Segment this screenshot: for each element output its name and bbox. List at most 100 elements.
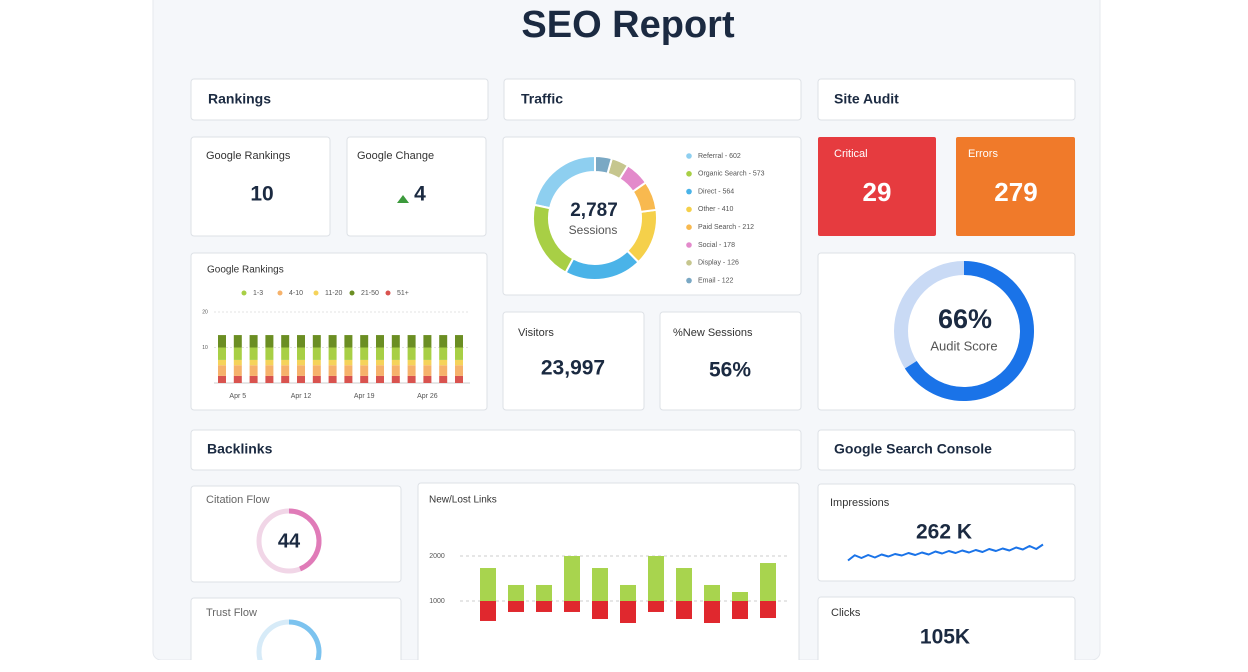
audit-score: 66% bbox=[938, 304, 992, 334]
x-tick-label: Apr 12 bbox=[291, 393, 312, 400]
kpi-label: Visitors bbox=[518, 327, 554, 339]
bar-segment bbox=[297, 347, 305, 360]
bar-segment bbox=[360, 347, 369, 360]
kpi-value: 44 bbox=[278, 530, 301, 552]
new-links-bar bbox=[704, 584, 720, 601]
card bbox=[190, 136, 331, 237]
legend-swatch bbox=[686, 153, 692, 159]
bar-segment bbox=[218, 359, 226, 366]
card bbox=[190, 485, 402, 583]
bar-segment bbox=[391, 347, 400, 360]
bar-segment bbox=[328, 375, 337, 383]
bar-segment bbox=[376, 365, 384, 376]
section-header: Google Search Console bbox=[834, 441, 992, 457]
legend-label: Other - 410 bbox=[698, 206, 734, 213]
bar-segment bbox=[312, 347, 321, 360]
bar-segment bbox=[423, 335, 432, 348]
card bbox=[503, 78, 802, 121]
card bbox=[190, 429, 802, 471]
legend-swatch bbox=[686, 206, 692, 213]
bar-segment bbox=[376, 335, 384, 348]
section-header: Backlinks bbox=[207, 441, 273, 457]
legend-swatch bbox=[277, 290, 283, 296]
up-arrow bbox=[397, 195, 409, 203]
bar-segment bbox=[218, 335, 226, 348]
lost-links-bar bbox=[564, 601, 580, 612]
bar-segment bbox=[439, 359, 448, 366]
bar-segment bbox=[360, 365, 369, 376]
bar-segment bbox=[407, 347, 416, 360]
bar-segment bbox=[281, 365, 290, 376]
bar-segment bbox=[455, 365, 463, 376]
x-tick-label: Apr 26 bbox=[417, 393, 438, 400]
bar-segment bbox=[455, 335, 463, 348]
kpi-label: Citation Flow bbox=[206, 494, 270, 506]
bar-segment bbox=[344, 375, 353, 383]
lost-links-bar bbox=[480, 601, 496, 621]
kpi-value: 56% bbox=[709, 359, 751, 382]
ring-value bbox=[288, 508, 322, 572]
report-title: SEO Report bbox=[521, 4, 735, 46]
bar-segment bbox=[407, 335, 416, 348]
lost-links-bar bbox=[592, 601, 608, 619]
legend-label: Referral - 602 bbox=[698, 153, 741, 160]
donut-slice bbox=[594, 154, 614, 175]
bar-segment bbox=[439, 347, 448, 360]
legend-swatch bbox=[686, 188, 692, 195]
card bbox=[817, 429, 1076, 471]
lost-links-bar bbox=[508, 601, 524, 612]
new-links-bar bbox=[592, 568, 608, 601]
kpi-label: Errors bbox=[968, 148, 998, 160]
new-links-bar bbox=[536, 584, 552, 601]
card bbox=[659, 311, 802, 411]
legend-swatch bbox=[241, 290, 247, 296]
bar-segment bbox=[328, 347, 337, 360]
legend-swatch bbox=[686, 242, 692, 248]
bar-segment bbox=[423, 347, 432, 360]
new-links-bar bbox=[508, 584, 524, 601]
donut-label: Sessions bbox=[569, 223, 618, 237]
card bbox=[190, 597, 402, 672]
bar-segment bbox=[391, 375, 400, 383]
bar-segment bbox=[423, 359, 432, 366]
legend-label: 4-10 bbox=[289, 290, 303, 297]
legend-swatch bbox=[686, 260, 692, 266]
bar-segment bbox=[344, 365, 353, 376]
lost-links-bar bbox=[676, 601, 692, 619]
bar-segment bbox=[344, 347, 353, 360]
new-links-bar bbox=[564, 556, 580, 601]
bar-segment bbox=[407, 359, 416, 366]
legend-swatch bbox=[385, 290, 391, 296]
bar-segment bbox=[281, 347, 290, 360]
critical-card bbox=[818, 137, 936, 236]
bar-segment bbox=[265, 359, 274, 366]
card bbox=[817, 596, 1076, 672]
new-links-bar bbox=[676, 568, 692, 601]
bar-segment bbox=[297, 365, 305, 376]
lost-links-bar bbox=[620, 601, 636, 624]
bar-segment bbox=[360, 335, 369, 348]
kpi-label: Google Change bbox=[357, 150, 434, 162]
bar-segment bbox=[312, 359, 321, 366]
bar-segment bbox=[233, 375, 242, 383]
new-links-bar bbox=[648, 556, 664, 601]
bar-segment bbox=[249, 347, 258, 360]
chart-title: New/Lost Links bbox=[429, 495, 497, 506]
bar-segment bbox=[391, 335, 400, 348]
audit-label: Audit Score bbox=[930, 338, 997, 353]
card bbox=[190, 78, 489, 121]
y-tick-label: 1000 bbox=[429, 598, 445, 605]
kpi-label: Google Rankings bbox=[206, 150, 291, 162]
legend-label: Direct - 564 bbox=[698, 188, 734, 195]
x-tick-label: Apr 5 bbox=[229, 393, 246, 400]
bar-segment bbox=[249, 335, 258, 348]
x-tick-label: Apr 19 bbox=[354, 393, 375, 400]
kpi-label: Critical bbox=[834, 148, 868, 160]
sparkline bbox=[847, 543, 1044, 562]
bar-segment bbox=[218, 375, 226, 383]
bar-segment bbox=[265, 365, 274, 376]
bar-segment bbox=[423, 375, 432, 383]
kpi-label: %New Sessions bbox=[673, 327, 753, 339]
bar-segment bbox=[328, 335, 337, 348]
